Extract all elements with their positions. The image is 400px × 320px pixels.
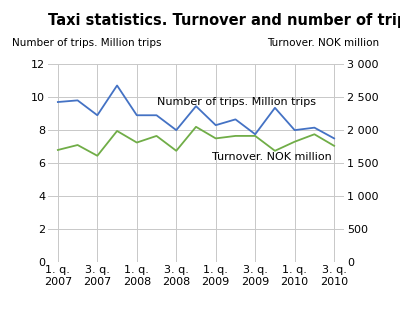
Text: Number of trips. Million trips: Number of trips. Million trips — [12, 38, 162, 48]
Text: Taxi statistics. Turnover and number of trips per quarter: Taxi statistics. Turnover and number of … — [48, 13, 400, 28]
Text: Turnover. NOK million: Turnover. NOK million — [267, 38, 380, 48]
Text: Turnover. NOK million: Turnover. NOK million — [212, 152, 332, 162]
Text: Number of trips. Million trips: Number of trips. Million trips — [156, 97, 316, 107]
